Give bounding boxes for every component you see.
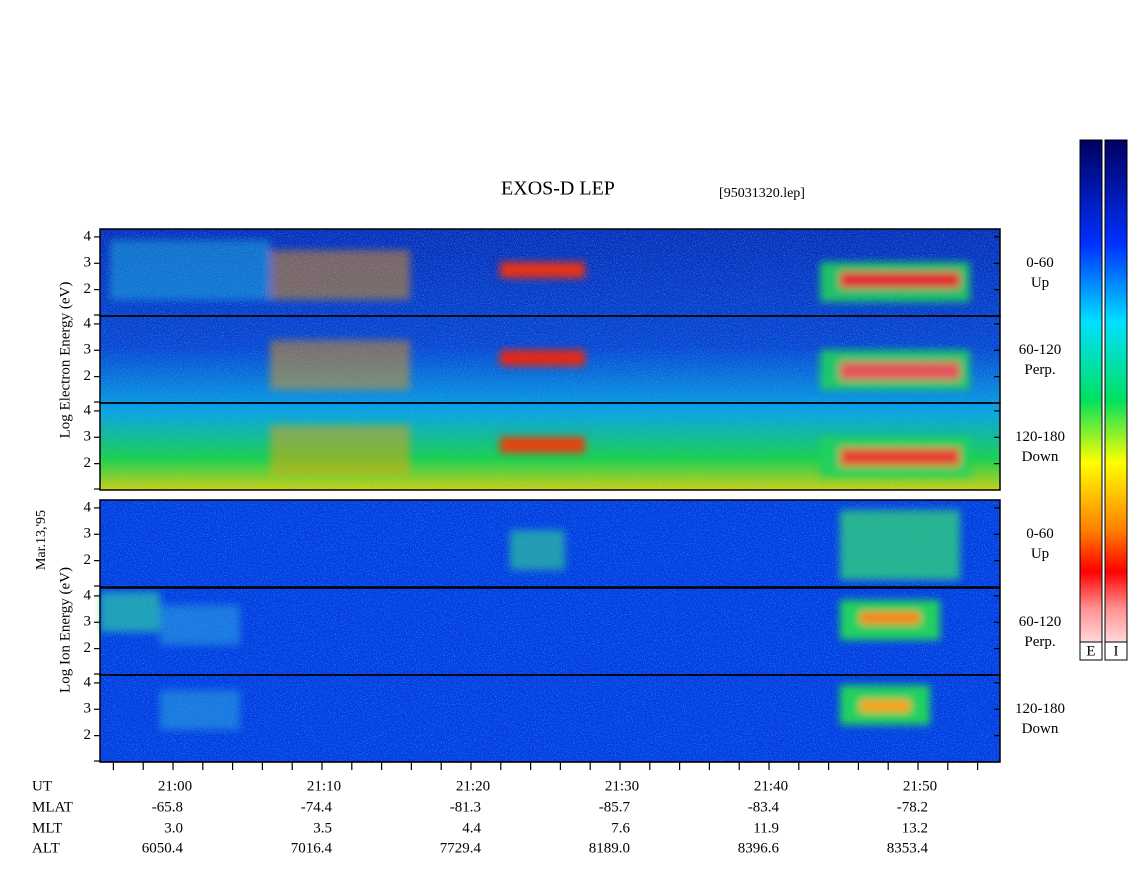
ephemeris-value: 3.5 [313,820,332,836]
ephemeris-value: 7016.4 [291,840,333,856]
panel-angle: 120-180 [1015,701,1065,717]
time-label: 21:50 [903,778,937,794]
y-tick-label: 4 [84,315,92,331]
time-label: 21:20 [456,778,490,794]
file-name: [95031320.lep] [719,186,805,201]
y-tick-label: 4 [84,674,92,690]
y-tick-label: 3 [84,614,92,630]
ephemeris-value: 11.9 [753,820,779,836]
time-label: 21:40 [754,778,788,794]
panel-frame [99,499,1001,588]
title: EXOS-D LEP [501,178,615,200]
y-tick-label: 3 [84,342,92,358]
y-tick-label: 3 [84,429,92,445]
y-tick-label: 2 [84,727,92,743]
colorbar-label-box [1079,641,1103,661]
ephemeris-name: ALT [32,840,60,856]
ephemeris-value: 3.0 [164,820,183,836]
y-tick-label: 4 [84,499,92,515]
ephemeris-value: 8396.6 [738,840,780,856]
y-tick-label: 2 [84,455,92,471]
electron-axis-label: Log Electron Energy (eV) [57,282,73,439]
colorbar [1079,139,1103,661]
panel-angle: 120-180 [1015,429,1065,445]
ion-axis-label: Log Ion Energy (eV) [57,567,73,693]
ephemeris-value: 7729.4 [440,840,482,856]
ephemeris-value: 8189.0 [589,840,630,856]
panel-direction: Down [1022,449,1059,465]
y-tick-label: 4 [84,402,92,418]
ephemeris-value: 7.6 [611,820,630,836]
panel-direction: Up [1031,275,1049,291]
panel-angle: 0-60 [1026,526,1054,542]
colorbar-label: E [1086,643,1095,659]
ephemeris-value: -81.3 [450,799,481,815]
y-tick-label: 2 [84,640,92,656]
time-label: 21:10 [307,778,341,794]
ephemeris-value: -83.4 [748,799,780,815]
ephemeris-name: UT [32,778,52,794]
panel-angle: 60-120 [1019,342,1062,358]
y-tick-label: 2 [84,368,92,384]
colorbar-label: I [1114,643,1119,659]
panel-direction: Perp. [1024,362,1055,378]
y-tick-label: 4 [84,587,92,603]
ephemeris-value: -74.4 [301,799,333,815]
colorbar [1104,139,1128,661]
ephemeris-value: 6050.4 [142,840,184,856]
ephemeris-value: 8353.4 [887,840,929,856]
panel-angle: 60-120 [1019,614,1062,630]
y-tick-label: 3 [84,701,92,717]
y-tick-label: 2 [84,281,92,297]
ephemeris-value: 4.4 [462,820,481,836]
y-tick-label: 2 [84,552,92,568]
time-label: 21:00 [158,778,192,794]
spectrogram-image [100,229,1000,762]
panel-angle: 0-60 [1026,255,1054,271]
panel-direction: Up [1031,546,1049,562]
ephemeris-name: MLAT [32,799,73,815]
panel-frame [99,402,1001,491]
panel-direction: Down [1022,721,1059,737]
ephemeris-name: MLT [32,820,62,836]
panel-direction: Perp. [1024,634,1055,650]
y-tick-label: 3 [84,255,92,271]
ephemeris-value: 13.2 [902,820,928,836]
ephemeris-value: -78.2 [897,799,928,815]
date: Mar.13,'95 [34,510,49,570]
y-tick-label: 3 [84,526,92,542]
time-label: 21:30 [605,778,639,794]
ephemeris-value: -85.7 [599,799,631,815]
ephemeris-value: -65.8 [152,799,183,815]
colorbar-label-box [1104,641,1128,661]
y-tick-label: 4 [84,228,92,244]
